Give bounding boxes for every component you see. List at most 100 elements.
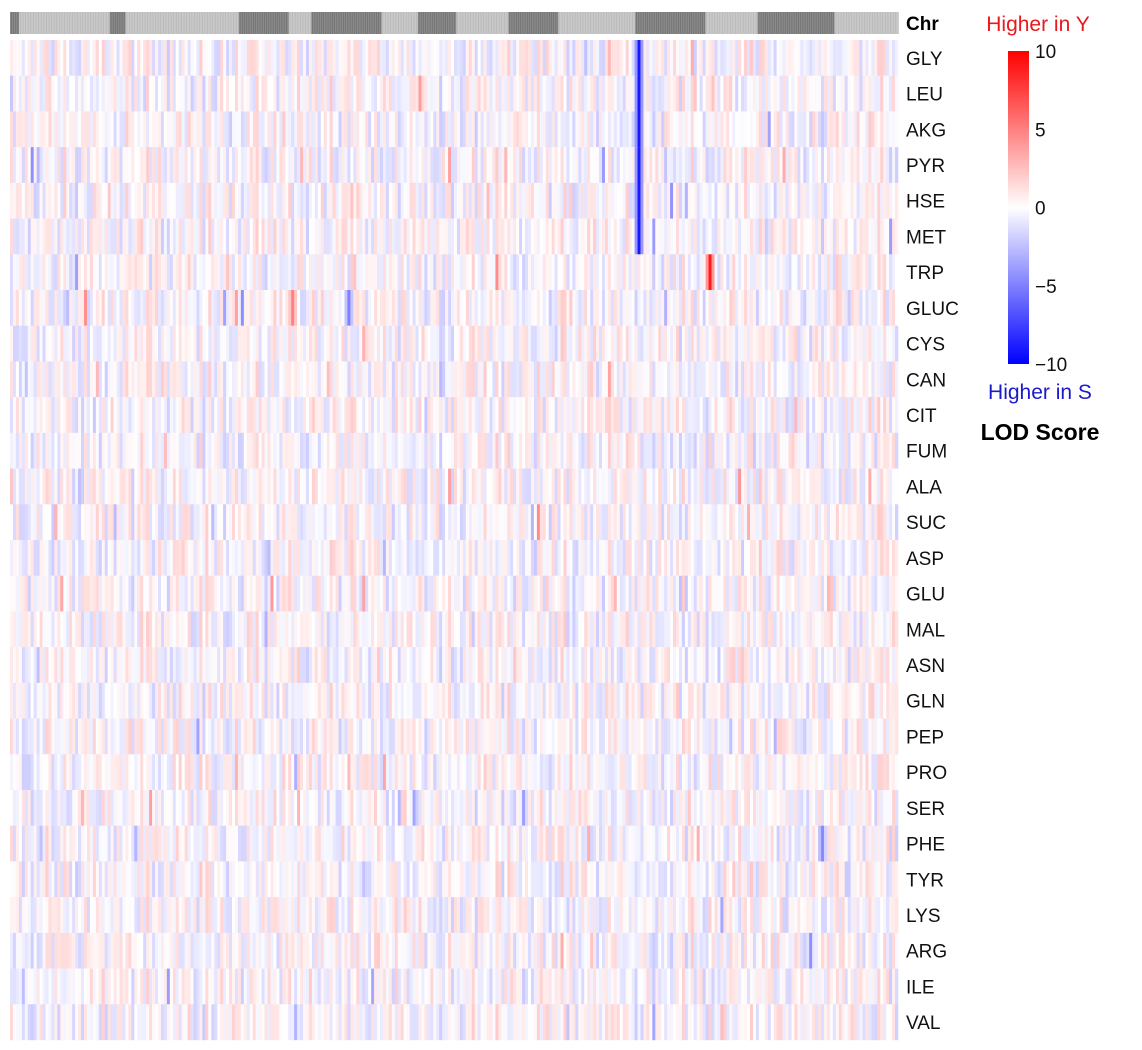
- heatmap-cell: [489, 468, 493, 505]
- heatmap-cell: [522, 504, 526, 541]
- heatmap-cell: [237, 504, 242, 541]
- heatmap-cell: [394, 111, 399, 148]
- heatmap-cell: [172, 325, 177, 362]
- heatmap-cell: [859, 504, 863, 541]
- heatmap-cell: [456, 611, 461, 648]
- heatmap-cell: [433, 254, 437, 291]
- heatmap-cell: [406, 147, 410, 184]
- heatmap-cell: [356, 432, 360, 469]
- heatmap-cell: [95, 254, 100, 291]
- heatmap-cell: [160, 290, 165, 326]
- heatmap-cell: [72, 325, 76, 362]
- heatmap-cell: [560, 504, 564, 541]
- heatmap-cell: [430, 540, 434, 576]
- heatmap-cell: [243, 111, 248, 148]
- heatmap-cell: [33, 325, 37, 362]
- heatmap-cell: [229, 75, 233, 112]
- heatmap-cell: [433, 397, 437, 434]
- heatmap-cell: [755, 575, 760, 612]
- heatmap-cell: [681, 290, 686, 326]
- heatmap-cell: [63, 468, 67, 505]
- heatmap-cell: [424, 611, 428, 648]
- heatmap-cell: [300, 504, 304, 541]
- heatmap-cell: [510, 575, 514, 612]
- heatmap-cell: [711, 147, 715, 184]
- heatmap-cell: [886, 468, 890, 505]
- heatmap-cell: [868, 540, 872, 576]
- heatmap-cell: [27, 611, 32, 648]
- heatmap-cell: [471, 432, 476, 469]
- heatmap-cell: [815, 397, 819, 434]
- heatmap-cell: [599, 432, 603, 469]
- heatmap-cell: [308, 75, 313, 112]
- heatmap-cell: [193, 432, 197, 469]
- heatmap-cell: [613, 432, 618, 469]
- heatmap-cell: [134, 290, 138, 326]
- heatmap-cell: [232, 254, 236, 291]
- heatmap-cell: [267, 540, 271, 576]
- heatmap-cell: [193, 397, 197, 434]
- heatmap-cell: [525, 575, 529, 612]
- heatmap-cell: [223, 147, 227, 184]
- heatmap-cell: [530, 575, 535, 612]
- heatmap-cell: [285, 361, 289, 398]
- heatmap-cell: [525, 75, 529, 112]
- heatmap-cell: [684, 290, 689, 326]
- heatmap-cell: [604, 361, 609, 398]
- heatmap-cell: [86, 218, 91, 255]
- heatmap-cell: [886, 218, 890, 255]
- heatmap-cell: [113, 40, 117, 76]
- heatmap-cell: [234, 182, 239, 219]
- heatmap-cell: [569, 325, 573, 362]
- heatmap-cell: [604, 504, 609, 541]
- heatmap-cell: [563, 254, 567, 291]
- heatmap-cell: [593, 540, 597, 576]
- heatmap-cell: [158, 540, 162, 576]
- heatmap-cell: [705, 397, 709, 434]
- heatmap-cell: [107, 218, 111, 255]
- heatmap-cell: [773, 468, 777, 505]
- heatmap-cell: [812, 397, 816, 434]
- heatmap-cell: [356, 218, 360, 255]
- heatmap-cell: [131, 40, 135, 76]
- heatmap-cell: [853, 361, 857, 398]
- heatmap-cell: [835, 254, 840, 291]
- heatmap-cell: [415, 40, 419, 76]
- heatmap-cell: [110, 468, 114, 505]
- heatmap-cell: [501, 147, 505, 184]
- heatmap-cell: [172, 397, 177, 434]
- heatmap-cell: [495, 575, 499, 612]
- heatmap-cell: [687, 504, 692, 541]
- heatmap-cell: [368, 290, 372, 326]
- heatmap-cell: [63, 397, 67, 434]
- heatmap-cell: [273, 468, 277, 505]
- heatmap-cell: [311, 397, 316, 434]
- heatmap-cell: [468, 218, 473, 255]
- heatmap-cell: [563, 468, 567, 505]
- heatmap-cell: [303, 254, 307, 291]
- heatmap-cell: [18, 75, 23, 112]
- heatmap-cell: [456, 397, 461, 434]
- heatmap-cell: [341, 290, 345, 326]
- heatmap-cell: [815, 361, 819, 398]
- heatmap-cell: [826, 218, 831, 255]
- heatmap-cell: [249, 290, 254, 326]
- heatmap-cell: [448, 325, 452, 362]
- heatmap-cell: [575, 40, 579, 76]
- heatmap-cell: [234, 290, 239, 326]
- heatmap-cell: [708, 182, 712, 219]
- heatmap-cell: [717, 111, 721, 148]
- heatmap-cell: [332, 540, 336, 576]
- heatmap-cell: [385, 40, 390, 76]
- heatmap-cell: [838, 254, 843, 291]
- heatmap-cell: [868, 290, 872, 326]
- heatmap-cell: [678, 218, 683, 255]
- heatmap-cell: [495, 75, 499, 112]
- heatmap-cell: [717, 397, 721, 434]
- heatmap-cell: [297, 504, 301, 541]
- chromosome-segment: [417, 12, 457, 34]
- heatmap-cell: [800, 575, 804, 612]
- heatmap-cell: [27, 575, 32, 612]
- heatmap-cell: [374, 468, 378, 505]
- heatmap-cell: [246, 575, 251, 612]
